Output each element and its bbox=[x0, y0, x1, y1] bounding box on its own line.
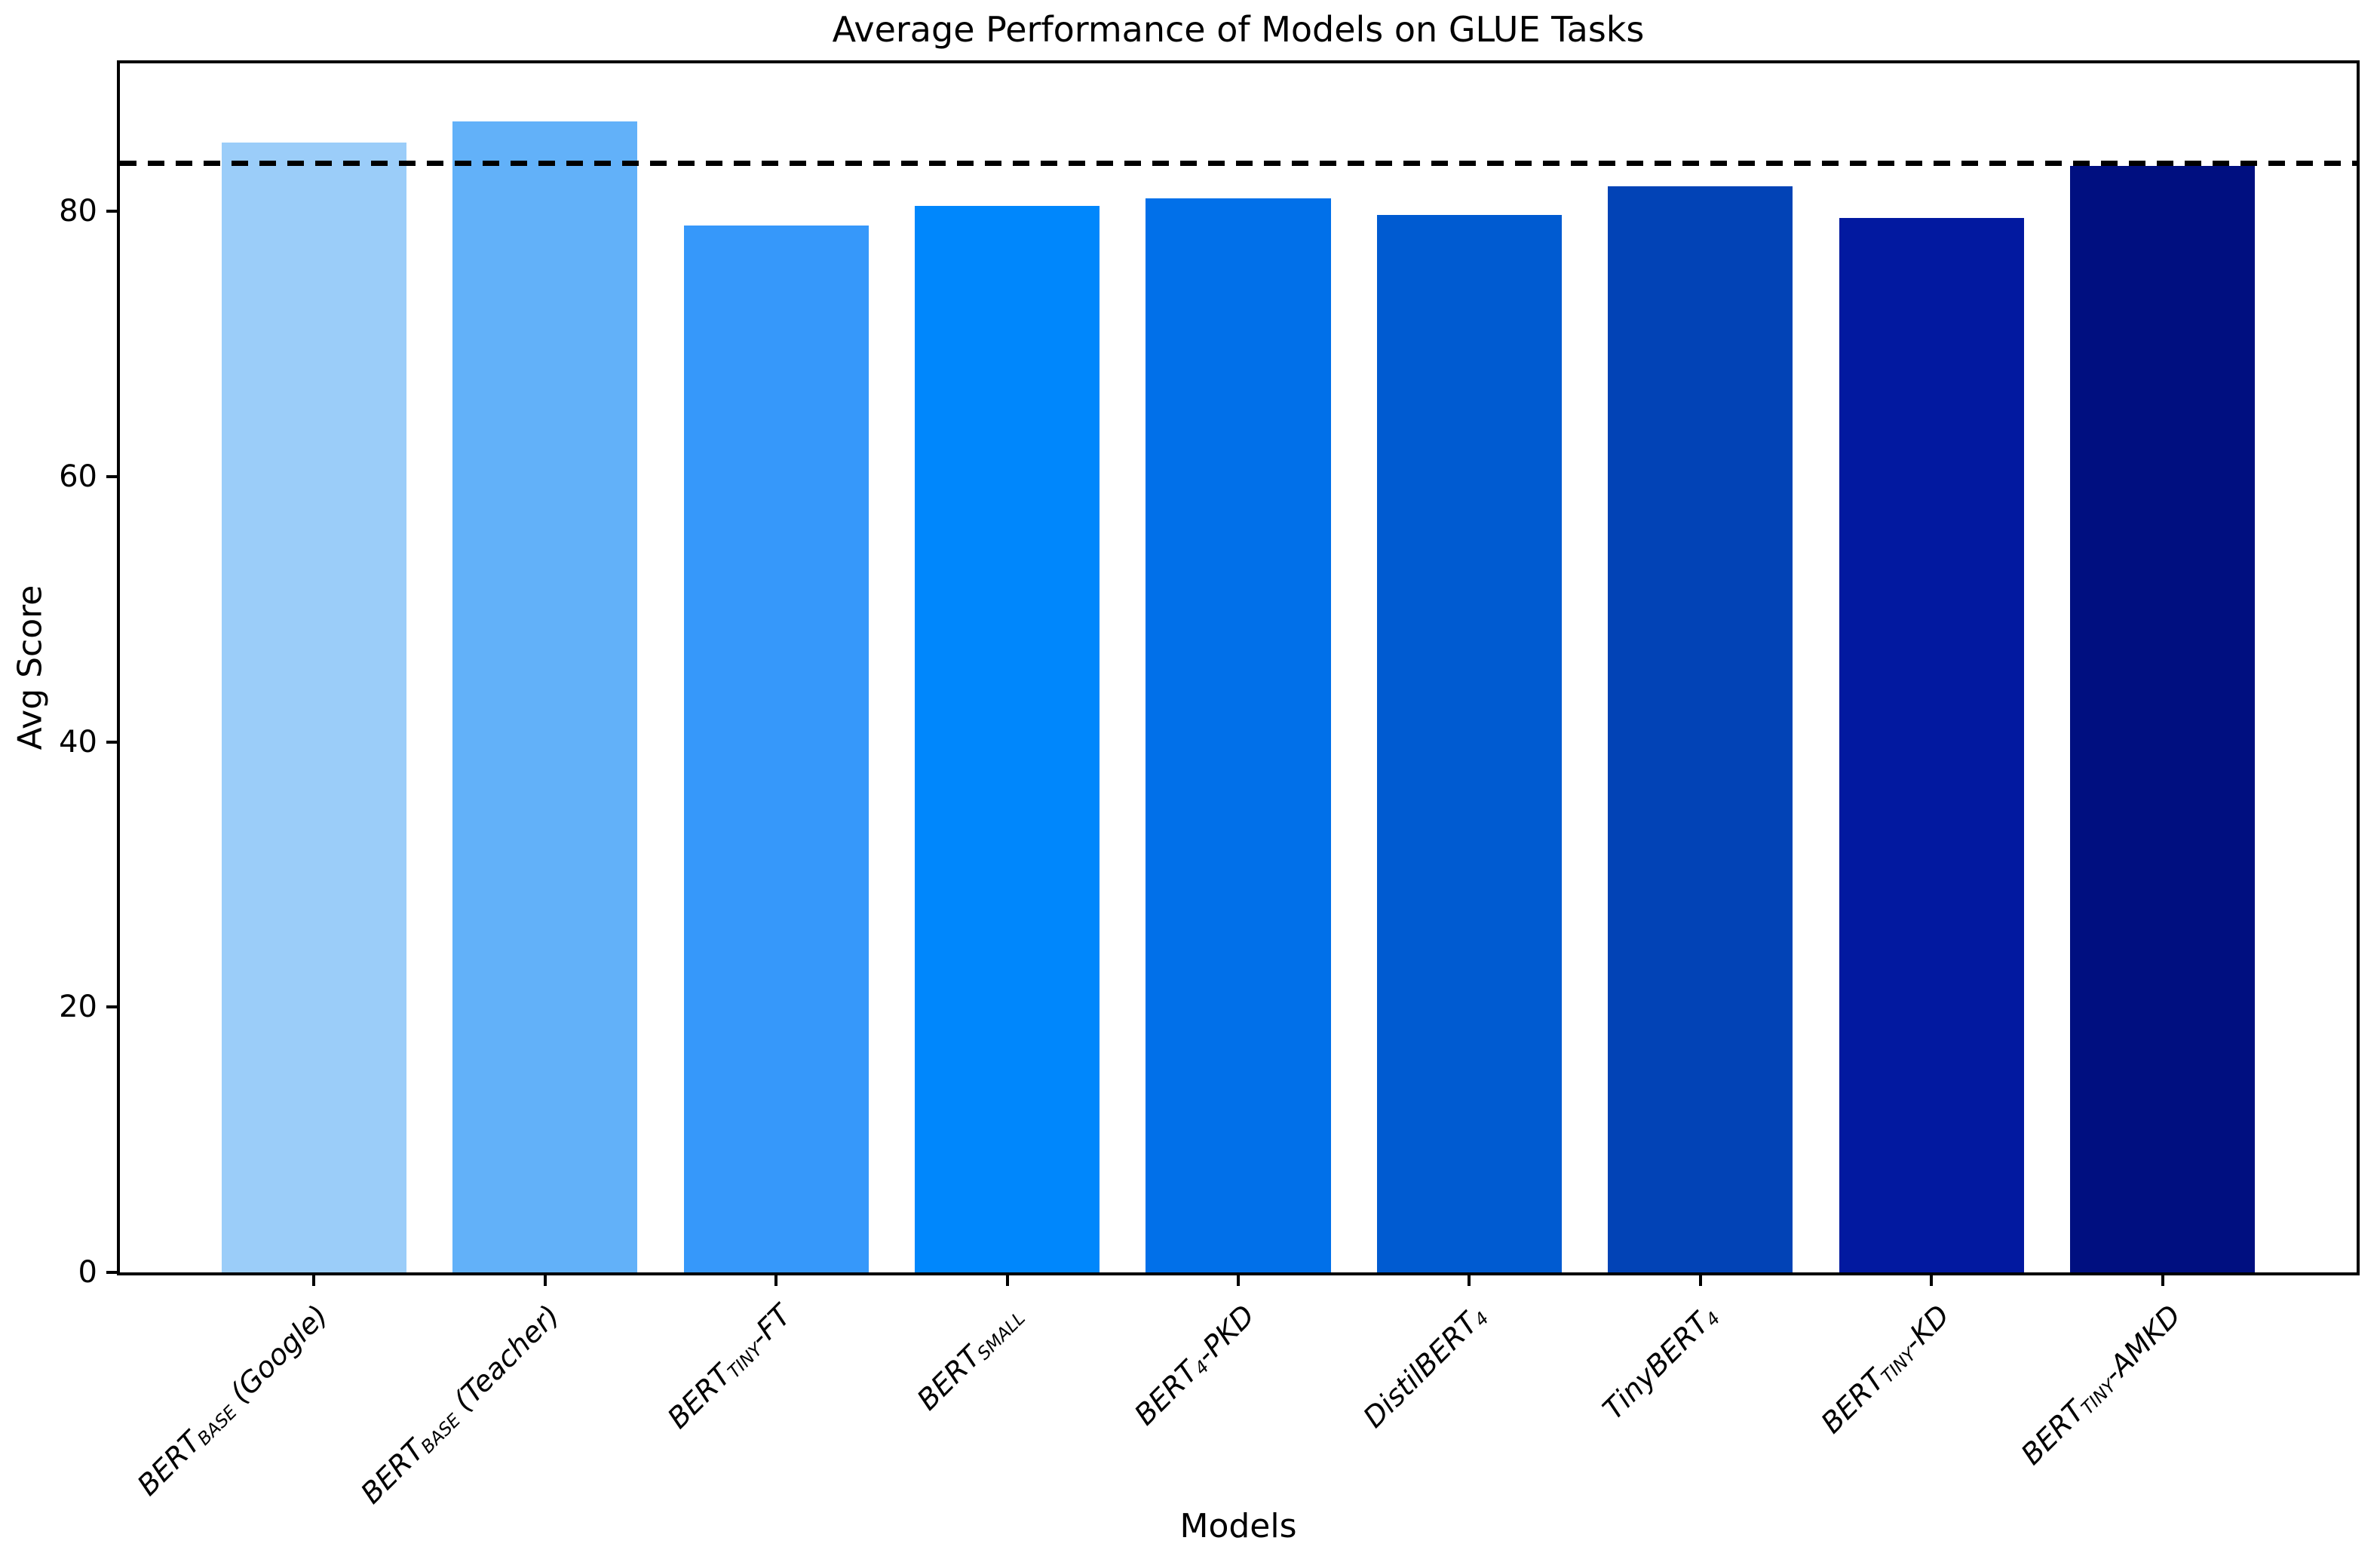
bar-tinybert4 bbox=[1608, 186, 1793, 1272]
x-tick-mark bbox=[1698, 1272, 1702, 1286]
chart-title: Average Performance of Models on GLUE Ta… bbox=[832, 9, 1645, 50]
bar-bert-tiny-kd bbox=[1839, 217, 2024, 1272]
y-tick-label: 20 bbox=[59, 990, 97, 1025]
bar-bert4-pkd bbox=[1146, 198, 1331, 1272]
x-tick-mark bbox=[1468, 1272, 1471, 1286]
x-axis-label: Models bbox=[1179, 1507, 1297, 1545]
x-tick-mark bbox=[312, 1272, 316, 1286]
x-tick-mark bbox=[2161, 1272, 2164, 1286]
y-tick-label: 80 bbox=[59, 194, 97, 229]
x-tick-mark bbox=[543, 1272, 547, 1286]
y-tick-mark bbox=[106, 1271, 120, 1274]
bar-distilbert4 bbox=[1376, 215, 1562, 1272]
y-tick-label: 60 bbox=[59, 459, 97, 494]
y-tick-mark bbox=[106, 210, 120, 213]
y-tick-label: 0 bbox=[78, 1255, 97, 1290]
y-tick-mark bbox=[106, 1005, 120, 1009]
bar-bert-base-teacher bbox=[452, 121, 638, 1272]
plot-area: 0 20 40 60 80 bbox=[59, 60, 2360, 1287]
x-tick-labels: BERTBASE (Google) BERTBASE (Teacher) BER… bbox=[130, 1298, 2188, 1511]
bar-bert-tiny-ft bbox=[683, 226, 869, 1272]
x-tick-mark bbox=[774, 1272, 778, 1286]
reference-dashed-line bbox=[120, 160, 2357, 166]
x-tick-mark bbox=[1237, 1272, 1240, 1286]
y-tick-label: 40 bbox=[59, 724, 97, 760]
x-tick-mark bbox=[1930, 1272, 1934, 1286]
x-tick-mark bbox=[1005, 1272, 1009, 1286]
y-axis-label: Avg Score bbox=[11, 585, 50, 750]
y-tick-mark bbox=[106, 740, 120, 744]
bar-bert-tiny-amkd bbox=[2070, 166, 2256, 1272]
y-tick-mark bbox=[106, 474, 120, 478]
bar-bert-small bbox=[915, 206, 1100, 1272]
bar-bert-base-google bbox=[221, 142, 406, 1272]
